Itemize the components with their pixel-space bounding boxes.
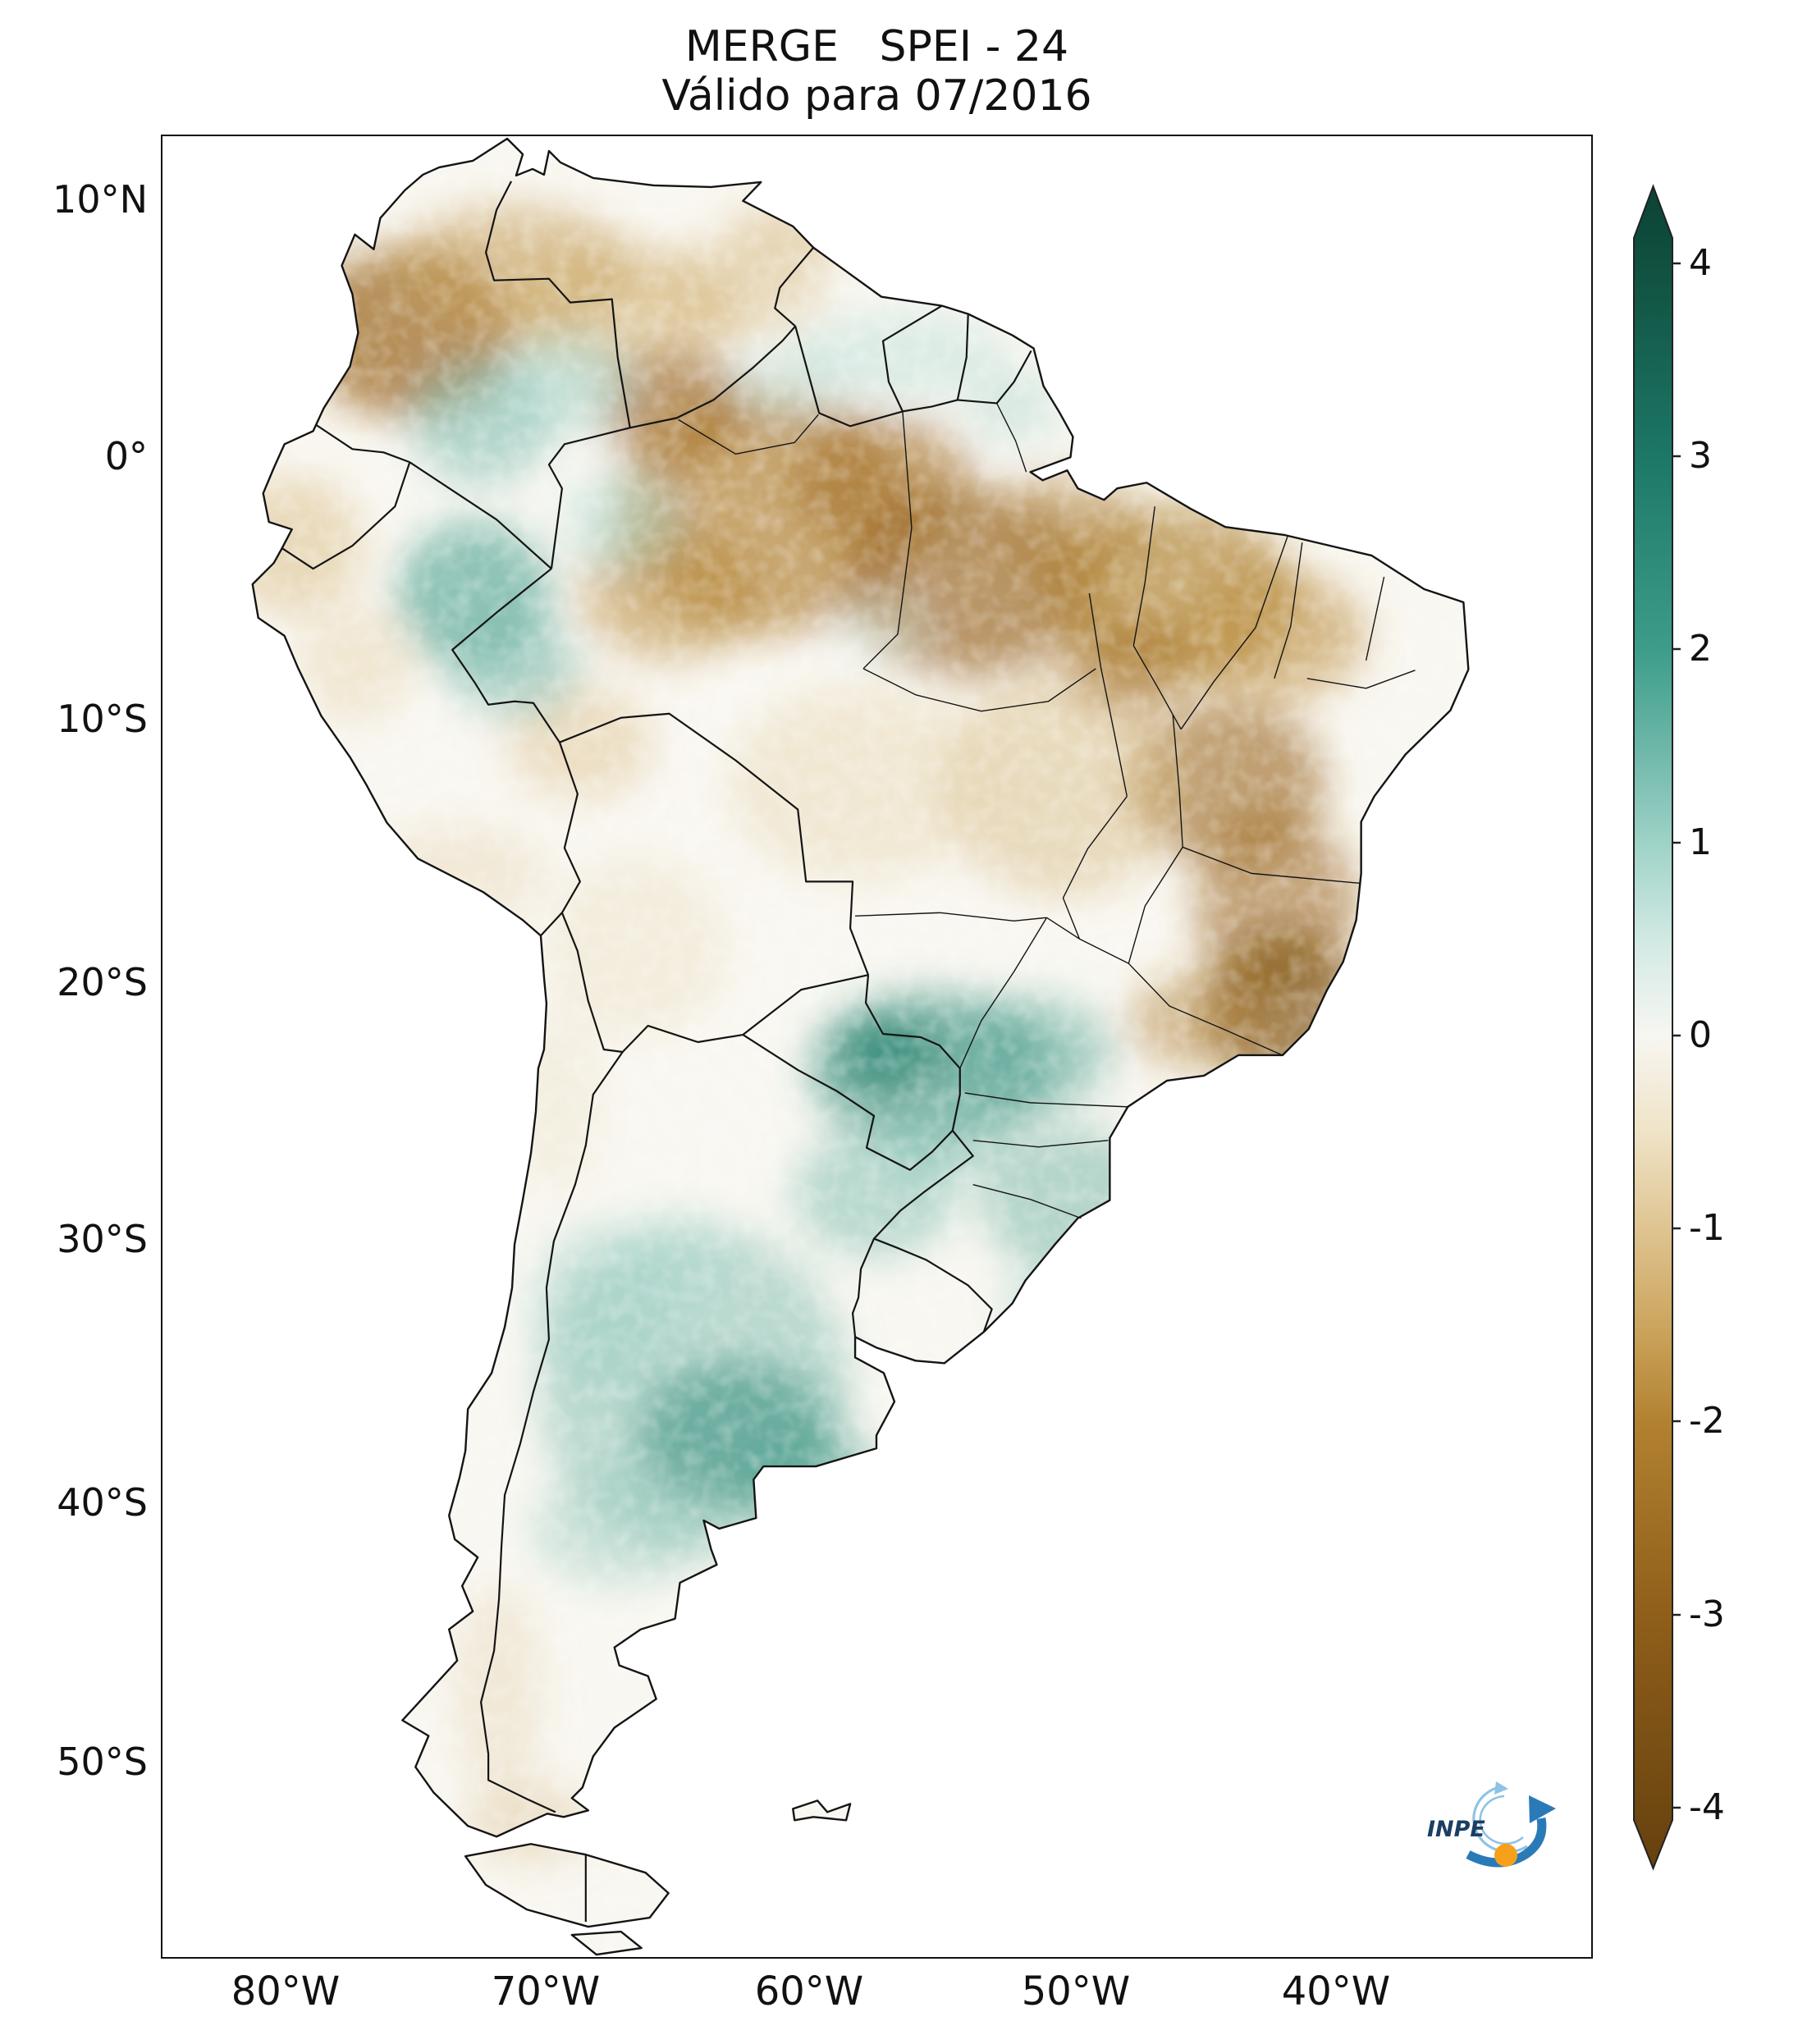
country-borders <box>281 181 1032 1923</box>
inpe-swirl-arrowhead-icon <box>1494 1781 1508 1795</box>
lon-label-70w: 70°W <box>491 1969 601 2014</box>
map-subtitle: Válido para 07/2016 <box>661 71 1092 121</box>
inpe-logo-text: INPE <box>1427 1817 1485 1842</box>
south-america-map <box>251 137 1470 1956</box>
lat-label-10n: 10°N <box>53 177 148 222</box>
state-borders <box>678 403 1416 1219</box>
colorbar-tick-label-0: 0 <box>1689 1014 1712 1056</box>
inpe-arrowhead-icon <box>1529 1795 1556 1823</box>
inpe-swirl-inner <box>1479 1795 1524 1845</box>
lat-label-20s: 20°S <box>57 960 148 1004</box>
colorbar-tick-label-m1: -1 <box>1689 1207 1725 1249</box>
colorbar-tick-label-3: 3 <box>1689 435 1712 477</box>
colorbar-tick-label-4: 4 <box>1689 242 1712 284</box>
map-panel <box>161 135 1593 1959</box>
colorbar-gradient-bar <box>1633 184 1673 1871</box>
colorbar-tick-label-m3: -3 <box>1689 1594 1725 1635</box>
inpe-logo: INPE <box>1427 1781 1556 1868</box>
map-title: MERGE SPEI - 24 <box>684 22 1069 71</box>
lon-label-80w: 80°W <box>231 1969 341 2014</box>
colorbar-tick-label-m4: -4 <box>1689 1786 1725 1828</box>
colorbar-ticks <box>1672 262 1681 1809</box>
colorbar-tick-label-1: 1 <box>1689 821 1712 863</box>
lat-label-40s: 40°S <box>57 1480 148 1525</box>
lon-label-60w: 60°W <box>754 1969 864 2014</box>
spei-raster-layer <box>252 138 1469 1955</box>
inpe-arrow <box>1466 1818 1547 1868</box>
lon-label-40w: 40°W <box>1281 1969 1391 2014</box>
lon-label-50w: 50°W <box>1021 1969 1131 2014</box>
raster-speckle <box>252 138 1469 1955</box>
lat-label-0: 0° <box>104 434 148 478</box>
inpe-orange-dot-icon <box>1494 1844 1517 1867</box>
lat-label-50s: 50°S <box>57 1740 148 1784</box>
colorbar-tick-label-2: 2 <box>1689 628 1712 670</box>
lat-label-30s: 30°S <box>57 1217 148 1261</box>
lat-label-10s: 10°S <box>57 697 148 741</box>
colorbar <box>1633 184 1681 1871</box>
colorbar-tick-label-m2: -2 <box>1689 1400 1725 1442</box>
